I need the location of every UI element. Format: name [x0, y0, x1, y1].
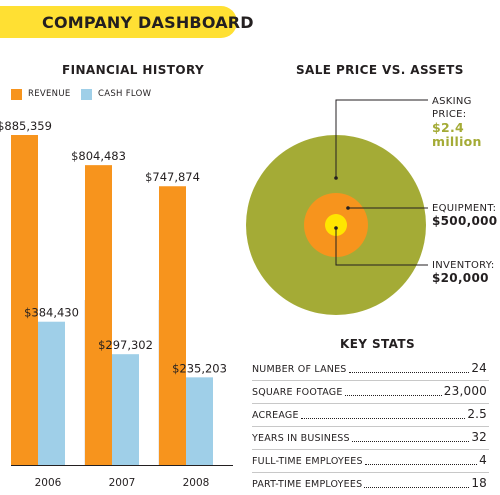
stat-divider	[252, 403, 489, 404]
page-title: COMPANY DASHBOARD	[42, 13, 254, 32]
stat-value: 18	[471, 476, 487, 490]
asking-price-label-line-1: ASKING	[432, 96, 472, 107]
stat-divider	[252, 380, 489, 381]
bar-cash-flow-2007	[112, 354, 139, 465]
stat-leader-dots	[364, 464, 478, 465]
stat-row-square-footage: SQUARE FOOTAGE 23,000	[252, 384, 487, 398]
stat-divider	[252, 449, 489, 450]
sale-price-title: SALE PRICE VS. ASSETS	[296, 63, 464, 77]
bar-cash-flow-2008	[186, 377, 213, 465]
equipment-label: EQUIPMENT: $500,000	[432, 202, 497, 228]
stat-label: SQUARE FOOTAGE	[252, 387, 343, 398]
x-tick-label-2007: 2007	[109, 477, 136, 489]
stat-leader-dots	[364, 487, 470, 488]
financial-history-chart: $885,359 $384,430 2006 $804,483 $297,302 2007…	[0, 119, 233, 489]
legend-cash-flow: CASH FLOW	[81, 88, 151, 100]
bar-label-cash-flow-2006: $384,430	[24, 306, 79, 320]
x-tick-label-2006: 2006	[35, 477, 62, 489]
inventory-value: $20,000	[432, 271, 489, 285]
legend-cash-flow-swatch	[81, 88, 92, 100]
stat-label: PART-TIME EMPLOYEES	[252, 479, 363, 490]
title-banner: COMPANY DASHBOARD	[0, 6, 254, 38]
stat-value: 4	[479, 453, 487, 467]
stat-value: 2.5	[467, 407, 487, 421]
bar-label-revenue-2006: $885,359	[0, 119, 52, 133]
stat-leader-dots	[348, 372, 470, 373]
inventory-label: INVENTORY: $20,000	[432, 259, 495, 285]
inventory-leader	[335, 228, 428, 266]
stat-label: FULL-TIME EMPLOYEES	[252, 456, 363, 467]
stat-value: 23,000	[443, 384, 487, 398]
bar-revenue-2007	[85, 165, 112, 465]
asking-price-leader	[335, 99, 428, 178]
asking-price-value-line-1: $2.4	[432, 120, 465, 135]
stat-row-part-time: PART-TIME EMPLOYEES 18	[252, 476, 487, 490]
stat-row-acreage: ACREAGE 2.5	[252, 407, 487, 421]
inventory-dot	[334, 226, 338, 230]
stat-value: 32	[471, 430, 487, 444]
financial-history-title: FINANCIAL HISTORY	[62, 63, 205, 77]
stat-leader-dots	[344, 395, 442, 396]
stat-leader-dots	[351, 441, 470, 442]
legend-cash-flow-label: CASH FLOW	[98, 89, 152, 99]
bar-label-revenue-2007: $804,483	[71, 149, 126, 163]
stat-leader-dots	[300, 418, 466, 419]
legend-revenue-swatch	[11, 88, 22, 100]
equipment-dot	[346, 206, 350, 210]
asking-price-dot	[334, 176, 338, 180]
x-tick-label-2008: 2008	[183, 477, 210, 489]
bar-label-revenue-2008: $747,874	[145, 170, 200, 184]
asking-price-value-line-2: million	[432, 134, 482, 149]
bar-label-cash-flow-2007: $297,302	[98, 338, 153, 352]
stat-divider	[252, 472, 489, 473]
asking-price-label-line-2: PRICE:	[432, 109, 467, 120]
legend-revenue-label: REVENUE	[28, 89, 71, 99]
stat-label: NUMBER OF LANES	[252, 364, 347, 375]
bar-revenue-2008	[159, 186, 186, 465]
inventory-label-text: INVENTORY:	[432, 260, 495, 271]
stat-divider	[252, 426, 489, 427]
bar-label-cash-flow-2008: $235,203	[172, 361, 227, 375]
equipment-value: $500,000	[432, 214, 498, 228]
stat-value: 24	[471, 361, 487, 375]
stat-row-lanes: NUMBER OF LANES 24	[252, 361, 487, 375]
bar-revenue-2006	[11, 135, 38, 465]
stat-label: YEARS IN BUSINESS	[252, 433, 350, 444]
legend-revenue: REVENUE	[11, 88, 71, 100]
stat-row-years: YEARS IN BUSINESS 32	[252, 430, 487, 444]
key-stats-title: KEY STATS	[340, 337, 416, 351]
equipment-label-text: EQUIPMENT:	[432, 203, 497, 214]
asking-price-label: ASKING PRICE: $2.4 million	[432, 95, 482, 149]
inventory-circle	[325, 214, 347, 236]
bar-cash-flow-2006	[38, 321, 65, 465]
stat-row-full-time: FULL-TIME EMPLOYEES 4	[252, 453, 487, 467]
stat-label: ACREAGE	[252, 410, 299, 421]
